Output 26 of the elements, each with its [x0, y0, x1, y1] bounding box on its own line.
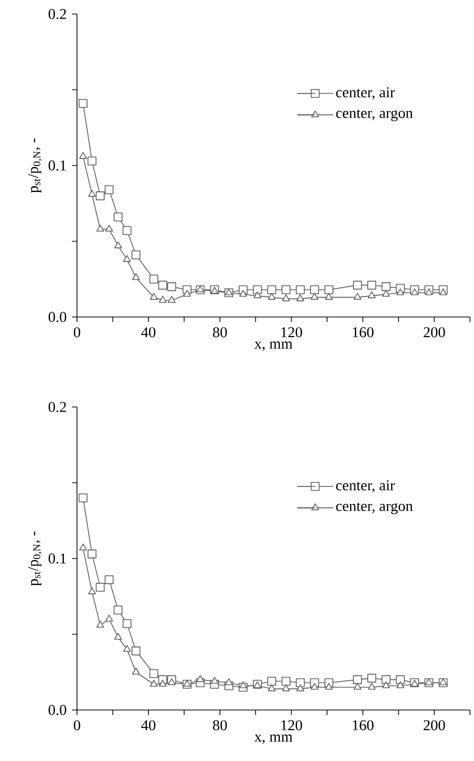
- x-tick-label: 160: [352, 327, 374, 338]
- x-tick-label: 40: [141, 720, 156, 730]
- y-axis-title: p$_{st}$/p$_{0,N}$, -: [28, 532, 42, 586]
- x-tick-label: 200: [424, 720, 445, 730]
- y-axis-title: p$_{st}$/p$_{0,N}$, -: [28, 138, 42, 193]
- x-axis-title: x, mm: [254, 342, 292, 351]
- y-tick-label: 0.0: [48, 312, 66, 322]
- x-tick-label: 40: [141, 327, 156, 338]
- y-tick-label: 0.1: [48, 553, 66, 564]
- legend-label: center, argon: [336, 109, 413, 122]
- x-tick-label: 0: [74, 327, 80, 338]
- y-tick-label: 0.2: [48, 8, 66, 20]
- y-tick-label: 0.1: [48, 160, 66, 171]
- y-tick-label: 0.2: [48, 402, 66, 412]
- x-tick-label: 120: [281, 720, 302, 730]
- y-tick-label: 0.0: [48, 704, 66, 716]
- legend-label: center, argon: [336, 502, 413, 514]
- x-tick-label: 0: [74, 720, 80, 730]
- legend-label: center, air: [336, 87, 395, 100]
- legend-label: center, air: [336, 480, 395, 493]
- x-axis-title: x, mm: [254, 734, 292, 744]
- x-tick-label: 160: [352, 720, 374, 730]
- x-tick-label: 80: [212, 720, 227, 730]
- x-tick-label: 200: [424, 327, 445, 338]
- x-tick-label: 80: [212, 327, 227, 338]
- x-tick-label: 120: [281, 327, 302, 338]
